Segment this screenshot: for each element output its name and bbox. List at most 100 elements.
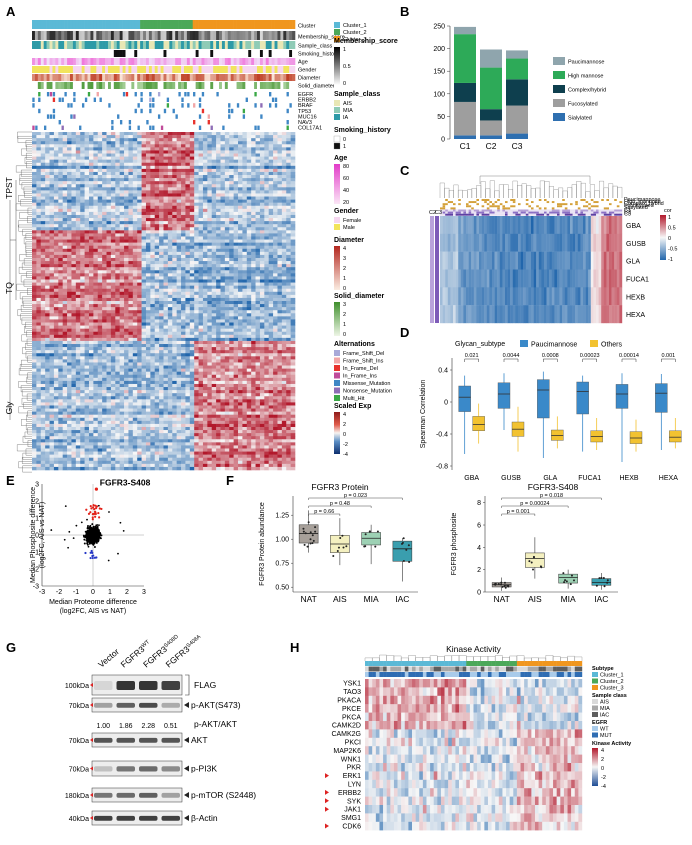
cluster-cell: [204, 20, 208, 29]
heatmap-cell: [198, 227, 204, 231]
sample-class-cell: [93, 41, 97, 49]
heatmap-cell: [106, 150, 112, 154]
heatmap-cell: [277, 208, 283, 213]
heatmap-cell: [255, 301, 261, 305]
heatmap-cell: [172, 291, 177, 296]
heatmap-cell: [75, 181, 81, 185]
heatmap-cell: [229, 205, 234, 210]
heatmap-cell: [176, 193, 182, 197]
heatmap-cell: [40, 294, 46, 299]
heatmap-cell: [80, 227, 85, 231]
membership-cell: [154, 31, 158, 40]
heatmap-cell: [119, 319, 125, 323]
solid-diameter-cell: [233, 82, 237, 89]
heatmap-cell: [49, 193, 55, 197]
heatmap-cell: [97, 264, 103, 268]
heatmap-cell: [141, 144, 147, 148]
heatmap-cell: [40, 261, 46, 265]
heatmap-cell: [176, 264, 182, 268]
smoking-cell: [116, 50, 120, 57]
heatmap-cell: [264, 285, 269, 290]
heatmap-cell: [176, 196, 182, 200]
heatmap-cell: [62, 328, 68, 333]
cluster-cell: [216, 20, 220, 29]
heatmap-cell: [185, 340, 191, 345]
heatmap-cell: [80, 282, 85, 286]
heatmap-cell: [45, 230, 50, 234]
solid-diameter-cell: [72, 82, 77, 89]
cluster-cell: [58, 20, 62, 29]
heatmap-cell: [45, 205, 50, 210]
heatmap-cell: [242, 147, 248, 151]
heatmap-cell: [53, 267, 59, 271]
heatmap-cell: [189, 147, 195, 151]
heatmap-cell: [233, 285, 239, 290]
heatmap-cell: [229, 304, 234, 308]
heatmap-cell: [102, 254, 107, 259]
heatmap-cell: [124, 291, 129, 296]
heatmap-cell: [80, 337, 85, 342]
cluster-cell: [64, 20, 68, 29]
cluster-cell: [52, 20, 56, 29]
heatmap-cell: [224, 337, 230, 342]
heatmap-cell: [167, 218, 173, 222]
heatmap-cell: [255, 187, 261, 191]
heatmap-cell: [220, 340, 226, 345]
membership-cell: [178, 31, 182, 40]
heatmap-cell: [268, 178, 274, 182]
heatmap-cell: [88, 322, 94, 326]
heatmap-cell: [115, 261, 120, 265]
gender-cell: [140, 66, 144, 73]
heatmap-cell: [62, 147, 68, 151]
heatmap-cell: [124, 165, 129, 170]
heatmap-cell: [229, 288, 234, 293]
heatmap-cell: [224, 251, 230, 256]
heatmap-cell: [88, 245, 94, 250]
heatmap-cell: [71, 196, 77, 200]
heatmap-cell: [67, 291, 72, 296]
heatmap-cell: [277, 150, 283, 154]
heatmap-cell: [36, 175, 42, 179]
heatmap-cell: [71, 337, 77, 342]
heatmap-cell: [58, 150, 63, 154]
heatmap-cell: [115, 138, 120, 142]
sample-class-cell: [72, 41, 77, 49]
heatmap-cell: [159, 224, 164, 228]
heatmap-cell: [277, 276, 283, 280]
heatmap-cell: [159, 340, 164, 345]
heatmap-cell: [32, 267, 37, 271]
heatmap-cell: [141, 254, 147, 259]
heatmap-cell: [159, 175, 164, 179]
heatmap-cell: [233, 288, 239, 293]
heatmap-cell: [141, 285, 147, 290]
heatmap-cell: [102, 171, 107, 176]
heatmap-cell: [71, 153, 77, 157]
heatmap-cell: [97, 132, 103, 136]
heatmap-cell: [124, 254, 129, 259]
heatmap-cell: [290, 325, 296, 329]
membership-cell: [72, 31, 77, 40]
membership-cell: [189, 31, 194, 40]
heatmap-cell: [286, 202, 291, 207]
heatmap-cell: [207, 304, 213, 308]
heatmap-cell: [189, 267, 195, 271]
smoking-cell: [78, 50, 82, 57]
heatmap-cell: [67, 279, 72, 283]
heatmap-cell: [124, 190, 129, 194]
heatmap-cell: [211, 273, 217, 277]
heatmap-cell: [75, 331, 81, 336]
heatmap-cell: [242, 190, 248, 194]
heatmap-cell: [198, 224, 204, 228]
heatmap-cell: [277, 205, 283, 210]
heatmap-cell: [93, 190, 99, 194]
heatmap-cell: [207, 141, 213, 145]
mutation-cell: [140, 97, 143, 102]
heatmap-cell: [49, 138, 55, 142]
heatmap-cell: [150, 261, 156, 265]
heatmap-cell: [32, 175, 37, 179]
heatmap-cell: [189, 162, 195, 167]
heatmap-cell: [216, 297, 221, 302]
heatmap-cell: [255, 221, 261, 225]
heatmap-cell: [185, 211, 191, 216]
heatmap-cell: [93, 261, 99, 265]
